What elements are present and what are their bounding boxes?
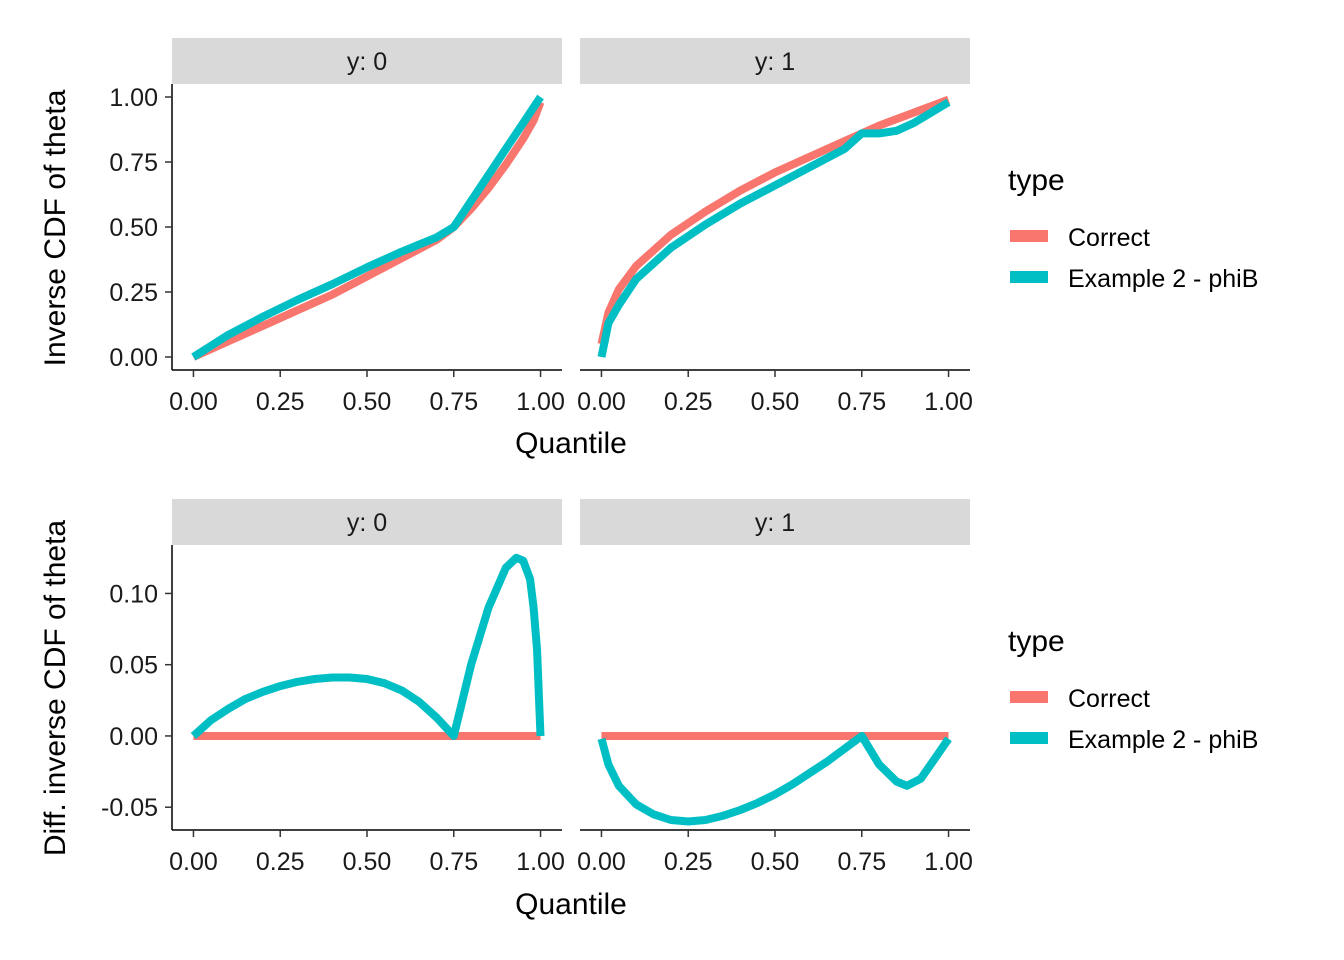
series-line-correct (191, 100, 545, 361)
plots-layer: y: 0 0.00 0.25 0.50 0.75 1.00 0.00 0.25 0.50 0.75… (101, 38, 973, 876)
y-tick-label: 1.00 (109, 84, 158, 112)
x-tick-label: 0.75 (429, 848, 478, 876)
y-tick-label: 0.00 (109, 723, 158, 751)
legend-label-example: Example 2 - phiB (1068, 265, 1258, 293)
y-tick-label: 0.10 (109, 580, 158, 608)
top-x-axis-title: Quantile (515, 427, 627, 460)
y-tick-label: 0.25 (109, 279, 158, 307)
x-tick-label: 0.25 (664, 388, 713, 416)
x-tick-label: 0.50 (751, 388, 800, 416)
bottom-y-axis-title: Diff. inverse CDF of theta (39, 520, 72, 857)
legend-key-example (1010, 271, 1048, 283)
legend-label-correct: Correct (1068, 224, 1150, 252)
x-tick-label: 0.75 (837, 388, 886, 416)
legend-title: type (1008, 164, 1065, 197)
series-line-example-2-phib (191, 94, 544, 361)
x-tick-label: 0.00 (169, 388, 218, 416)
legend-bottom: type Correct Example 2 - phiB (1008, 625, 1258, 754)
facet-strip (172, 38, 562, 84)
x-tick-label: 0.50 (343, 848, 392, 876)
x-tick-label: 0.00 (169, 848, 218, 876)
x-tick-label: 0.00 (577, 388, 626, 416)
legend-key-correct (1010, 230, 1048, 242)
series-line-correct (597, 95, 950, 345)
series-line-example-2-phib (597, 732, 952, 826)
x-tick-label: 1.00 (924, 848, 973, 876)
facet-panel-top-1: y: 0 0.00 0.25 0.50 0.75 1.00 0.00 0.25 0.50 0.75… (109, 38, 565, 416)
facet-panel-top-2: y: 1 0.00 0.25 0.50 0.75 1.00 (577, 38, 973, 416)
x-tick-label: 0.00 (577, 848, 626, 876)
legend-key-example (1010, 732, 1048, 744)
y-tick-label: 0.05 (109, 652, 158, 680)
top-y-axis-title: Inverse CDF of theta (39, 89, 72, 366)
facet-strip-label: y: 1 (755, 509, 795, 537)
facet-strip-label: y: 0 (347, 509, 387, 537)
y-tick-label: -0.05 (101, 794, 158, 822)
facet-panel-bottom-2: y: 1 0.00 0.25 0.50 0.75 1.00 (577, 499, 973, 876)
series-line-example-2-phib (597, 98, 951, 358)
x-tick-label: 1.00 (924, 388, 973, 416)
x-tick-label: 0.25 (256, 848, 305, 876)
y-tick-label: 0.75 (109, 149, 158, 177)
facet-panel-bottom-1: y: 0 0.00 0.25 0.50 0.75 1.00 -0.05 0.00 0.05 0.1… (101, 499, 565, 876)
x-tick-label: 1.00 (516, 848, 565, 876)
facet-strip-label: y: 0 (347, 48, 387, 76)
facet-strip-label: y: 1 (755, 48, 795, 76)
y-tick-label: 0.50 (109, 214, 158, 242)
x-tick-label: 0.25 (664, 848, 713, 876)
x-tick-label: 0.50 (343, 388, 392, 416)
x-tick-label: 0.75 (429, 388, 478, 416)
x-tick-label: 0.25 (256, 388, 305, 416)
series-line-example-2-phib (190, 553, 545, 740)
legend-title: type (1008, 625, 1065, 658)
legend-label-example: Example 2 - phiB (1068, 726, 1258, 754)
x-tick-label: 0.50 (751, 848, 800, 876)
legend-key-correct (1010, 691, 1048, 703)
legend-top: type Correct Example 2 - phiB (1008, 164, 1258, 293)
legend-label-correct: Correct (1068, 685, 1150, 713)
facet-strip (580, 499, 970, 545)
facet-strip (580, 38, 970, 84)
bottom-x-axis-title: Quantile (515, 888, 627, 921)
y-tick-label: 0.00 (109, 344, 158, 372)
x-tick-label: 1.00 (516, 388, 565, 416)
x-tick-label: 0.75 (837, 848, 886, 876)
facet-strip (172, 499, 562, 545)
